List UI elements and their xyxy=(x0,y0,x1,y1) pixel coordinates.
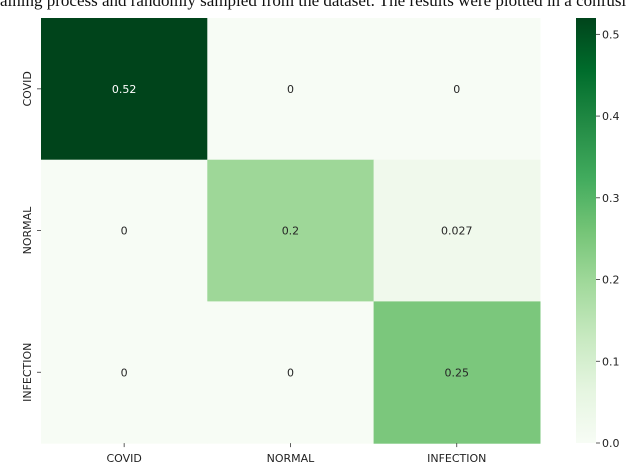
y-tick-label-1: NORMAL xyxy=(21,206,34,255)
cell-value-label-r1-c1: 0.2 xyxy=(282,225,300,238)
cell-value-label-r2-c1: 0 xyxy=(287,366,294,379)
cell-value-label-r0-c2: 0 xyxy=(453,83,460,96)
colorbar: 0.0 0.1 0.2 0.3 0.4 0.5 xyxy=(576,18,620,450)
heatmap-cell-r0-c0 xyxy=(41,18,208,161)
heatmap-cell-r1-c1 xyxy=(207,159,375,302)
heatmap-cell-r0-c1 xyxy=(207,18,375,161)
heatmap-cell-r1-c0 xyxy=(41,159,208,302)
colorbar-gradient xyxy=(576,18,596,443)
cell-value-label-r2-c2: 0.25 xyxy=(445,366,470,379)
x-tick-label-1: NORMAL xyxy=(267,452,316,463)
colorbar-tick-label-0: 0.0 xyxy=(602,437,620,450)
x-tick-label-0: COVID xyxy=(106,452,141,463)
heatmap-cell-r2-c0 xyxy=(41,301,208,444)
heatmap-cell-r2-c1 xyxy=(207,301,375,444)
cell-value-label-r0-c1: 0 xyxy=(287,83,294,96)
colorbar-tick-label-5: 0.5 xyxy=(602,28,620,41)
colorbar-tick-label-2: 0.2 xyxy=(602,274,620,287)
x-tick-label-2: INFECTION xyxy=(427,452,486,463)
heatmap-cell-r2-c2 xyxy=(373,301,541,444)
cell-value-label-r0-c0: 0.52 xyxy=(112,83,137,96)
y-tick-label-2: INFECTION xyxy=(21,343,34,402)
colorbar-tick-label-1: 0.1 xyxy=(602,355,620,368)
heatmap-cell-r1-c2 xyxy=(373,159,541,302)
colorbar-tick-label-3: 0.3 xyxy=(602,192,620,205)
cell-value-label-r2-c0: 0 xyxy=(121,366,128,379)
caption-text: aining process and randomly sampled from… xyxy=(0,0,627,10)
colorbar-tick-label-4: 0.4 xyxy=(602,110,620,123)
y-tick-label-0: COVID xyxy=(21,71,34,106)
x-axis-ticks: COVID NORMAL INFECTION xyxy=(106,443,486,463)
heatmap-cells: 0.52 0 0 0 0.2 0.027 0 0 0.25 xyxy=(41,18,541,444)
heatmap-cell-r0-c2 xyxy=(373,18,541,161)
y-axis-ticks: COVID NORMAL INFECTION xyxy=(21,71,41,402)
cell-value-label-r1-c0: 0 xyxy=(121,225,128,238)
cell-value-label-r1-c2: 0.027 xyxy=(441,225,473,238)
